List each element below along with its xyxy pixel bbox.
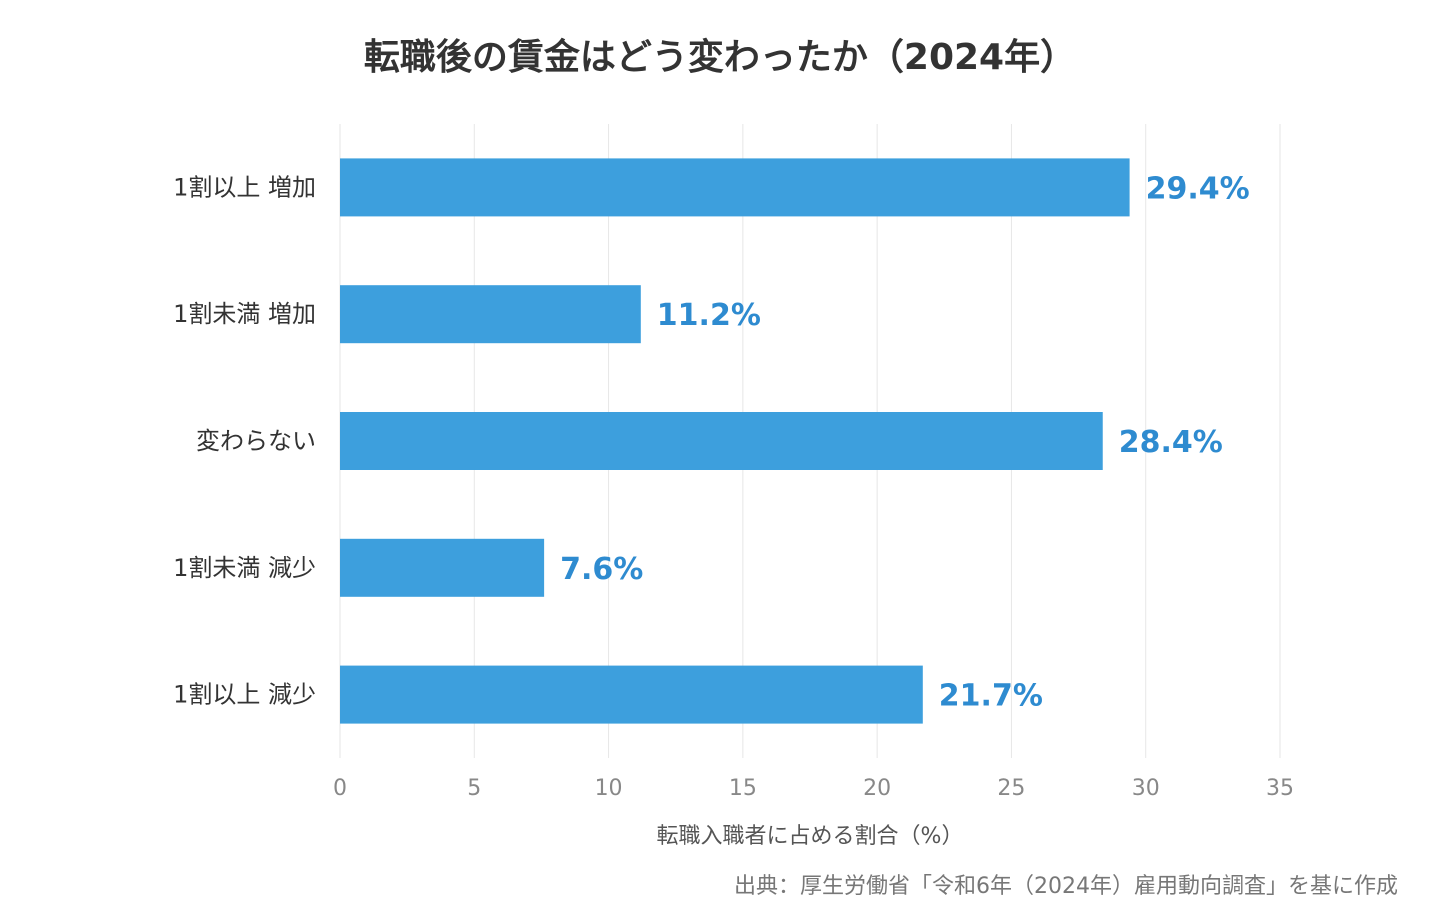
x-tick-label: 0 — [333, 776, 347, 801]
data-label: 28.4% — [1119, 425, 1223, 460]
category-label: 1割以上 増加 — [173, 173, 316, 201]
bar — [340, 412, 1103, 470]
bar — [340, 285, 641, 344]
category-label: 変わらない — [196, 427, 316, 455]
category-label: 1割未満 減少 — [173, 554, 316, 582]
data-label: 11.2% — [657, 298, 761, 333]
x-tick-label: 15 — [729, 776, 757, 801]
data-label: 21.7% — [939, 679, 1043, 714]
x-tick-label: 5 — [467, 776, 481, 801]
bar — [340, 158, 1130, 217]
x-tick-label: 25 — [997, 776, 1025, 801]
bar — [340, 538, 545, 597]
source-note: 出典：厚生労働省「令和6年（2024年）雇用動向調査」を基に作成 — [734, 874, 1398, 899]
category-label: 1割以上 減少 — [173, 681, 316, 709]
x-tick-label: 20 — [863, 776, 891, 801]
data-label: 29.4% — [1146, 171, 1250, 206]
x-axis-label: 転職入職者に占める割合（%） — [657, 824, 964, 849]
x-tick-label: 30 — [1132, 776, 1160, 801]
bars — [340, 158, 1130, 724]
x-tick-label: 10 — [595, 776, 623, 801]
chart-title: 転職後の賃金はどう変わったか（2024年） — [363, 37, 1077, 78]
x-tick-labels: 0 5 10 15 20 25 30 35 — [333, 776, 1294, 801]
data-labels: 29.4% 11.2% 28.4% 7.6% 21.7% — [560, 171, 1250, 713]
category-label: 1割未満 増加 — [173, 300, 316, 328]
bar — [340, 665, 923, 724]
data-label: 7.6% — [560, 552, 643, 587]
x-tick-label: 35 — [1266, 776, 1294, 801]
